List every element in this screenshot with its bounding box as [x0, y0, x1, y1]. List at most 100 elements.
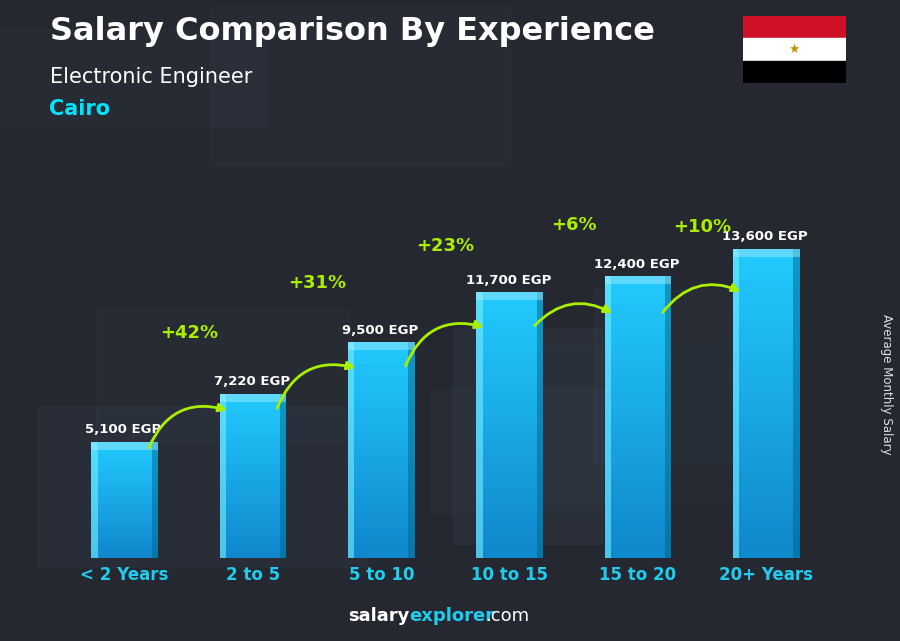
Bar [91, 496, 158, 500]
Bar [348, 399, 415, 407]
Bar [91, 458, 158, 462]
Bar [476, 434, 543, 443]
Bar [476, 292, 543, 301]
Bar [733, 506, 800, 517]
Bar [91, 531, 158, 535]
Bar [91, 445, 158, 449]
Bar [348, 428, 415, 435]
Bar [476, 381, 543, 390]
Bar [733, 352, 800, 362]
Bar [348, 356, 415, 363]
Bar [220, 410, 286, 415]
Text: +42%: +42% [159, 324, 218, 342]
Bar [91, 492, 158, 496]
Bar [605, 342, 671, 351]
Bar [476, 319, 543, 328]
Bar [430, 389, 631, 512]
Bar [476, 443, 543, 451]
Bar [476, 345, 543, 354]
Bar [476, 363, 543, 372]
Bar [605, 333, 671, 342]
Bar [210, 6, 509, 166]
Bar [733, 476, 800, 486]
Bar [348, 544, 415, 551]
Bar [348, 486, 415, 493]
Bar [476, 310, 543, 319]
Bar [733, 413, 800, 424]
Bar [733, 331, 800, 342]
Bar [91, 515, 158, 519]
Bar [605, 492, 671, 501]
Bar [605, 389, 671, 398]
Bar [476, 292, 543, 300]
Bar [733, 280, 800, 290]
Bar [348, 342, 415, 349]
Bar [348, 479, 415, 486]
Bar [605, 426, 671, 436]
Bar [605, 511, 671, 520]
Text: +31%: +31% [288, 274, 346, 292]
Bar [665, 276, 671, 558]
Bar [0, 29, 266, 127]
Bar [91, 454, 158, 458]
Bar [348, 536, 415, 544]
Bar [91, 449, 158, 454]
Bar [605, 276, 611, 558]
Bar [348, 464, 415, 471]
Bar [220, 536, 286, 541]
Bar [733, 301, 800, 311]
Bar [38, 406, 367, 567]
Bar [476, 504, 543, 513]
Text: 9,500 EGP: 9,500 EGP [342, 324, 418, 337]
Bar [605, 379, 671, 389]
Bar [453, 328, 602, 544]
Bar [409, 342, 415, 558]
Bar [91, 523, 158, 527]
Bar [91, 500, 158, 504]
Bar [476, 495, 543, 504]
Bar [220, 404, 286, 410]
Text: Cairo: Cairo [50, 99, 111, 119]
Bar [605, 436, 671, 445]
Bar [742, 38, 846, 61]
Bar [348, 493, 415, 500]
Bar [348, 342, 415, 350]
Bar [733, 372, 800, 383]
Bar [220, 394, 286, 399]
Bar [220, 449, 286, 454]
Bar [220, 519, 286, 525]
Text: 7,220 EGP: 7,220 EGP [213, 375, 290, 388]
Bar [91, 504, 158, 508]
Bar [91, 550, 158, 554]
Bar [733, 496, 800, 506]
Bar [733, 321, 800, 331]
Bar [91, 512, 158, 515]
Bar [605, 286, 671, 295]
Bar [605, 304, 671, 314]
Bar [476, 425, 543, 434]
Bar [733, 444, 800, 455]
Bar [220, 514, 286, 519]
Bar [220, 432, 286, 438]
Bar [220, 438, 286, 443]
Bar [605, 361, 671, 370]
Text: +6%: +6% [551, 216, 597, 234]
Bar [91, 442, 97, 558]
Bar [348, 450, 415, 457]
Bar [91, 485, 158, 488]
Bar [733, 311, 800, 321]
Text: .com: .com [485, 607, 529, 625]
Bar [605, 529, 671, 539]
Bar [348, 414, 415, 421]
Bar [476, 416, 543, 425]
Text: +10%: +10% [673, 219, 732, 237]
Bar [91, 508, 158, 512]
Bar [476, 451, 543, 460]
Text: 12,400 EGP: 12,400 EGP [594, 258, 680, 271]
Bar [91, 462, 158, 465]
Bar [91, 465, 158, 469]
Bar [151, 442, 158, 558]
Bar [476, 460, 543, 469]
Bar [91, 535, 158, 538]
Bar [733, 527, 800, 537]
